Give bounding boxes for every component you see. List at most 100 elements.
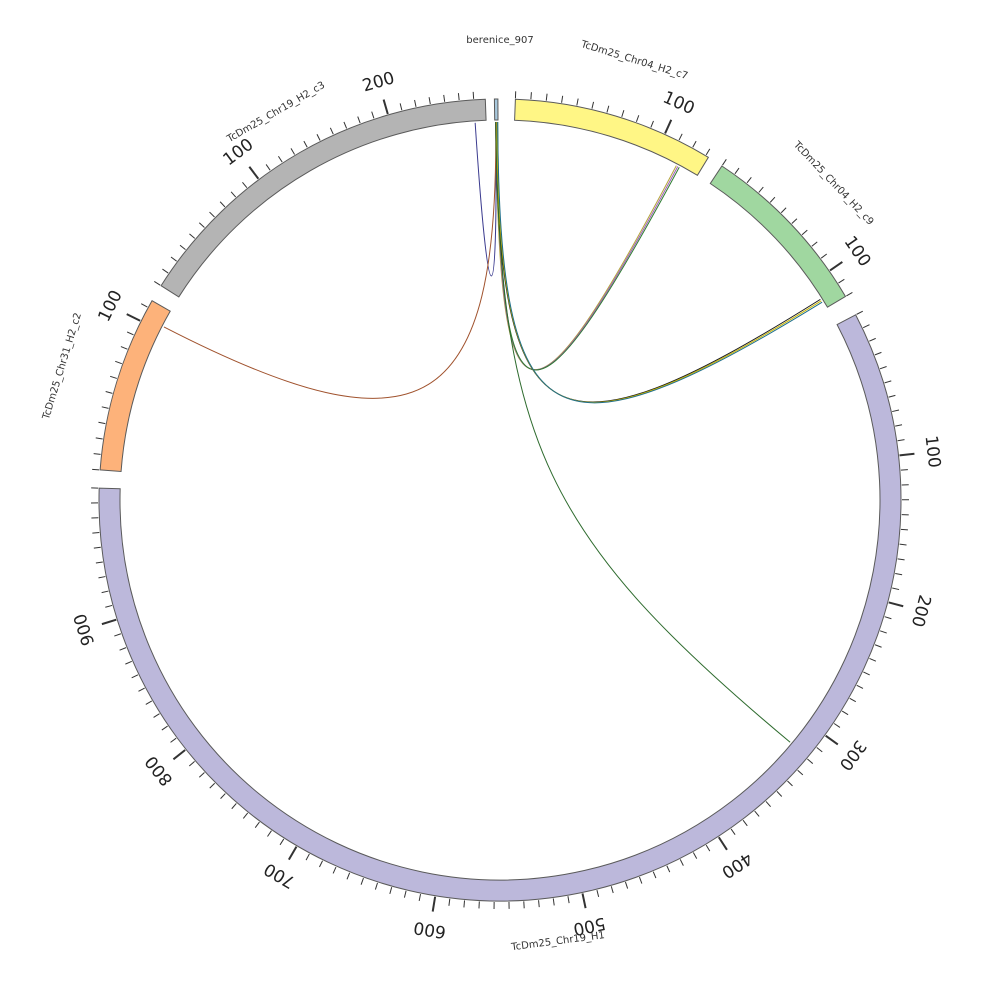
minor-tick: [279, 838, 285, 846]
link-ber-c2: [163, 122, 497, 399]
tick-label: 800: [141, 752, 177, 790]
minor-tick: [734, 167, 740, 175]
minor-tick: [730, 828, 736, 835]
major-tick: [581, 893, 587, 909]
link-ber-c9: [496, 122, 822, 403]
minor-tick: [769, 196, 776, 203]
minor-tick: [816, 747, 823, 753]
minor-tick: [389, 887, 393, 895]
minor-tick: [545, 93, 548, 101]
tick-label: 100: [840, 233, 875, 271]
minor-tick: [115, 360, 122, 365]
minor-tick: [162, 268, 169, 274]
minor-tick: [374, 882, 378, 890]
minor-tick: [758, 186, 764, 193]
minor-tick: [98, 421, 106, 425]
major-tick: [288, 846, 298, 861]
tick-label: 400: [718, 848, 756, 882]
minor-tick: [105, 390, 113, 394]
minor-tick: [179, 244, 186, 251]
tick-label: 200: [907, 593, 935, 629]
minor-tick: [138, 687, 145, 692]
major-tick: [101, 618, 117, 626]
minor-tick: [797, 769, 804, 776]
minor-tick: [242, 812, 249, 819]
minor-tick: [791, 218, 798, 224]
minor-tick: [254, 821, 260, 828]
minor-tick: [219, 201, 226, 208]
minor-tick: [242, 181, 248, 189]
minor-tick: [624, 881, 629, 889]
tick-label: 100: [94, 287, 126, 325]
segment-c7: [514, 98, 710, 176]
minor-tick: [267, 830, 272, 837]
minor-tick: [316, 134, 321, 141]
major-tick: [126, 313, 141, 322]
minor-tick: [126, 331, 134, 336]
minor-tick: [110, 375, 117, 379]
minor-tick: [305, 853, 310, 861]
minor-tick: [265, 164, 271, 171]
minor-tick: [418, 893, 422, 902]
segment-ber: [493, 98, 499, 121]
minor-tick: [841, 710, 849, 716]
minor-tick: [346, 872, 351, 880]
minor-tick: [552, 898, 555, 906]
minor-tick: [610, 886, 614, 894]
minor-tick: [561, 95, 564, 103]
minor-tick: [125, 660, 132, 665]
minor-tick: [463, 900, 466, 908]
segment-c9: [709, 165, 847, 308]
minor-tick: [93, 546, 101, 549]
minor-tick: [635, 115, 640, 123]
segment-h1: [98, 314, 902, 902]
minor-tick: [92, 468, 100, 471]
minor-tick: [530, 92, 532, 100]
minor-tick: [869, 337, 876, 342]
labels-layer: 100 TcDm25_Chr04_H2_c7 100 TcDm25_Chr04_H2_…: [41, 35, 944, 953]
minor-tick: [895, 424, 903, 427]
tick-label: 100: [660, 88, 698, 120]
minor-tick: [679, 859, 684, 866]
tick-label: 200: [360, 68, 397, 96]
major-tick: [431, 896, 437, 912]
minor-tick: [231, 803, 237, 810]
minor-tick: [650, 120, 654, 128]
segment-label-c7: TcDm25_Chr04_H2_c7: [579, 39, 689, 82]
tick-label: 700: [261, 858, 299, 892]
minor-tick: [153, 713, 160, 718]
minor-tick: [899, 543, 907, 546]
minor-tick: [457, 93, 460, 101]
ticks-layer: [91, 91, 915, 912]
minor-tick: [101, 590, 109, 594]
minor-tick: [869, 658, 877, 662]
minor-tick: [119, 647, 127, 651]
minor-tick: [428, 97, 431, 105]
minor-tick: [92, 532, 100, 534]
major-tick: [888, 601, 904, 608]
tick-label: 900: [70, 611, 99, 648]
minor-tick: [638, 876, 643, 884]
minor-tick: [780, 207, 787, 214]
minor-tick: [652, 871, 657, 879]
major-tick: [248, 166, 260, 180]
minor-tick: [900, 528, 908, 531]
minor-tick: [884, 616, 892, 620]
link-ber-c7: [496, 122, 679, 371]
minor-tick: [596, 890, 600, 898]
minor-tick: [833, 723, 841, 728]
minor-tick: [722, 159, 727, 166]
minor-tick: [93, 453, 101, 455]
minor-tick: [414, 99, 417, 107]
minor-tick: [811, 241, 818, 247]
minor-tick: [884, 380, 892, 384]
minor-tick: [874, 351, 882, 356]
link-ber-c7: [495, 122, 677, 370]
minor-tick: [329, 127, 334, 135]
minor-tick: [230, 191, 237, 198]
minor-tick: [332, 866, 337, 874]
minor-tick: [856, 310, 864, 315]
minor-tick: [765, 801, 771, 807]
minor-tick: [820, 253, 828, 259]
